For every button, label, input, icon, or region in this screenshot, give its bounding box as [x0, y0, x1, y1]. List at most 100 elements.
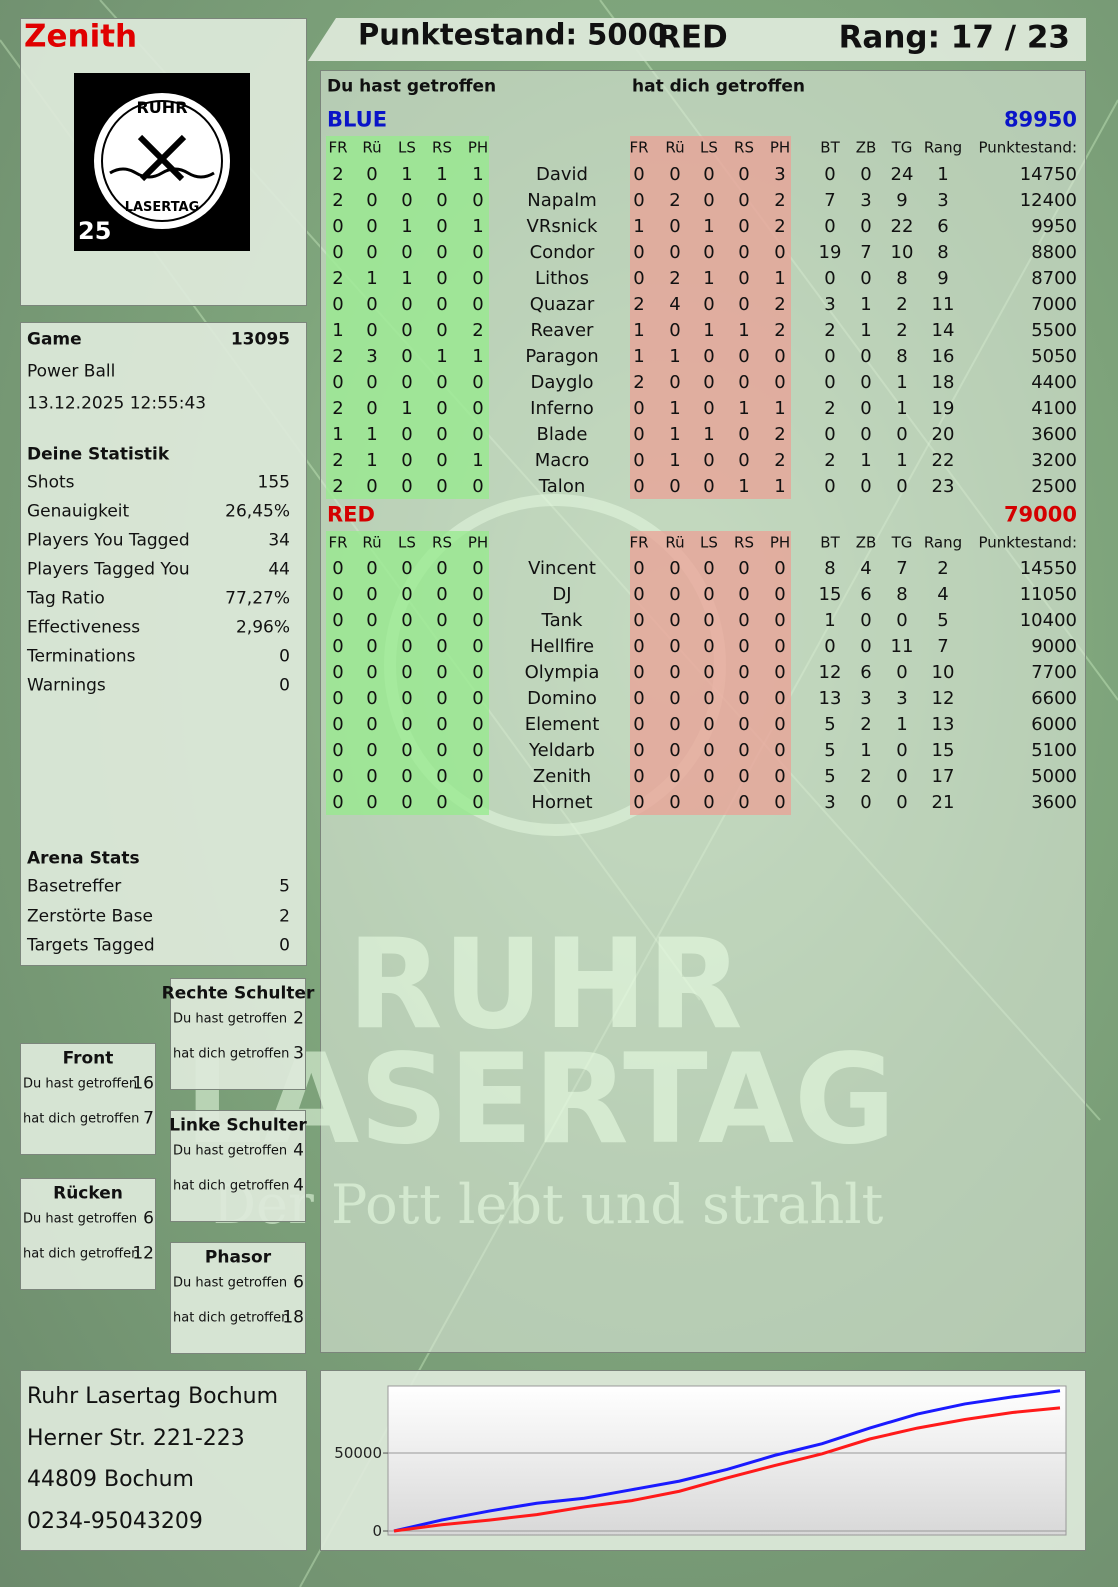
zone-value: 2 — [293, 1008, 304, 1029]
player-score: 12400 — [1019, 190, 1077, 211]
player-stat: 9 — [896, 190, 908, 211]
taken-hit: 2 — [774, 450, 786, 471]
player-stat: 0 — [896, 740, 908, 761]
player-stat: 2 — [824, 450, 836, 471]
player-stat: 22 — [890, 216, 914, 237]
taken-hit: 1 — [703, 268, 715, 289]
player-stat: 0 — [860, 792, 872, 813]
taken-hit: 0 — [633, 450, 645, 471]
given-hit: 0 — [401, 688, 413, 709]
player-name: Tank — [541, 610, 583, 631]
column-header: LS — [700, 533, 718, 552]
given-hit: 0 — [401, 242, 413, 263]
stat-value: 2 — [279, 906, 290, 926]
stat-value: 2,96% — [235, 617, 290, 638]
player-stat: 8 — [896, 346, 908, 367]
player-stat: 0 — [860, 610, 872, 631]
given-hit: 0 — [401, 792, 413, 813]
taken-hit: 1 — [633, 216, 645, 237]
taken-hit: 3 — [774, 164, 786, 185]
watermark-slogan: Der Pott lebt und strahlt — [212, 1173, 884, 1236]
given-hit: 0 — [366, 610, 378, 631]
player-stat: 0 — [824, 636, 836, 657]
given-hit: 1 — [332, 424, 344, 445]
given-hit: 0 — [401, 662, 413, 683]
taken-hit: 0 — [669, 766, 681, 787]
player-name: Paragon — [525, 346, 599, 367]
given-hit: 2 — [332, 268, 344, 289]
taken-hit: 0 — [703, 636, 715, 657]
given-hit: 0 — [436, 636, 448, 657]
player-score: 9000 — [1031, 636, 1077, 657]
given-hit: 0 — [401, 636, 413, 657]
player-stat: 6 — [860, 662, 872, 683]
address-line: Herner Str. 221-223 — [27, 1425, 245, 1451]
taken-hit: 0 — [669, 242, 681, 263]
player-stat: 1 — [860, 740, 872, 761]
column-header: FR — [328, 533, 348, 552]
given-hit: 0 — [472, 714, 484, 735]
player-stat: 3 — [937, 190, 949, 211]
taken-hit: 2 — [669, 190, 681, 211]
given-hit: 1 — [332, 320, 344, 341]
player-score: 5050 — [1031, 346, 1077, 367]
taken-hit: 0 — [633, 662, 645, 683]
player-stat: 1 — [896, 398, 908, 419]
taken-hit: 0 — [633, 476, 645, 497]
player-stat: 0 — [860, 164, 872, 185]
given-hit: 0 — [332, 558, 344, 579]
player-stat: 23 — [931, 476, 955, 497]
given-hit: 0 — [436, 320, 448, 341]
zone-title: Phasor — [204, 1247, 272, 1268]
taken-hit: 0 — [633, 558, 645, 579]
given-hit: 0 — [332, 372, 344, 393]
given-hit: 1 — [472, 450, 484, 471]
column-header: Rü — [362, 533, 382, 552]
column-header: RS — [734, 138, 754, 157]
given-hits-bg — [326, 531, 489, 815]
taken-hit: 1 — [633, 346, 645, 367]
player-stat: 20 — [931, 424, 955, 445]
player-name: Reaver — [530, 320, 594, 341]
taken-hit: 2 — [774, 294, 786, 315]
player-stat: 17 — [931, 766, 955, 787]
column-header: LS — [398, 138, 416, 157]
taken-hit: 1 — [703, 216, 715, 237]
taken-hit: 0 — [633, 740, 645, 761]
team-total: 79000 — [1003, 502, 1077, 527]
stat-label: Warnings — [27, 675, 106, 696]
player-stat: 10 — [890, 242, 914, 263]
taken-hit: 0 — [738, 346, 750, 367]
player-stat: 6 — [937, 216, 949, 237]
player-stat: 0 — [824, 216, 836, 237]
taken-hit: 0 — [633, 636, 645, 657]
given-hit: 0 — [472, 662, 484, 683]
logo-badge: 25 — [78, 217, 111, 245]
zone-value: 6 — [293, 1272, 304, 1293]
given-hit: 0 — [366, 584, 378, 605]
player-stat: 5 — [937, 610, 949, 631]
given-hit: 0 — [401, 740, 413, 761]
player-stat: 11 — [890, 636, 914, 657]
given-hit: 0 — [436, 372, 448, 393]
given-hit: 0 — [366, 190, 378, 211]
given-hit: 0 — [436, 190, 448, 211]
column-header: FR — [629, 138, 649, 157]
given-hits-bg — [326, 136, 489, 499]
column-header: PH — [769, 533, 791, 552]
given-hit: 3 — [366, 346, 378, 367]
given-hit: 0 — [366, 242, 378, 263]
given-hit: 0 — [472, 372, 484, 393]
player-stat: 4 — [860, 558, 872, 579]
player-name: Hellfire — [529, 636, 595, 657]
given-hit: 2 — [332, 398, 344, 419]
stat-label: Shots — [27, 472, 75, 493]
player-score: 3600 — [1031, 424, 1077, 445]
player-stat: 5 — [824, 740, 836, 761]
player-stat: 22 — [931, 450, 955, 471]
player-stat: 0 — [860, 398, 872, 419]
taken-hit: 1 — [738, 320, 750, 341]
taken-hits-bg — [630, 531, 791, 815]
given-hit: 0 — [436, 424, 448, 445]
